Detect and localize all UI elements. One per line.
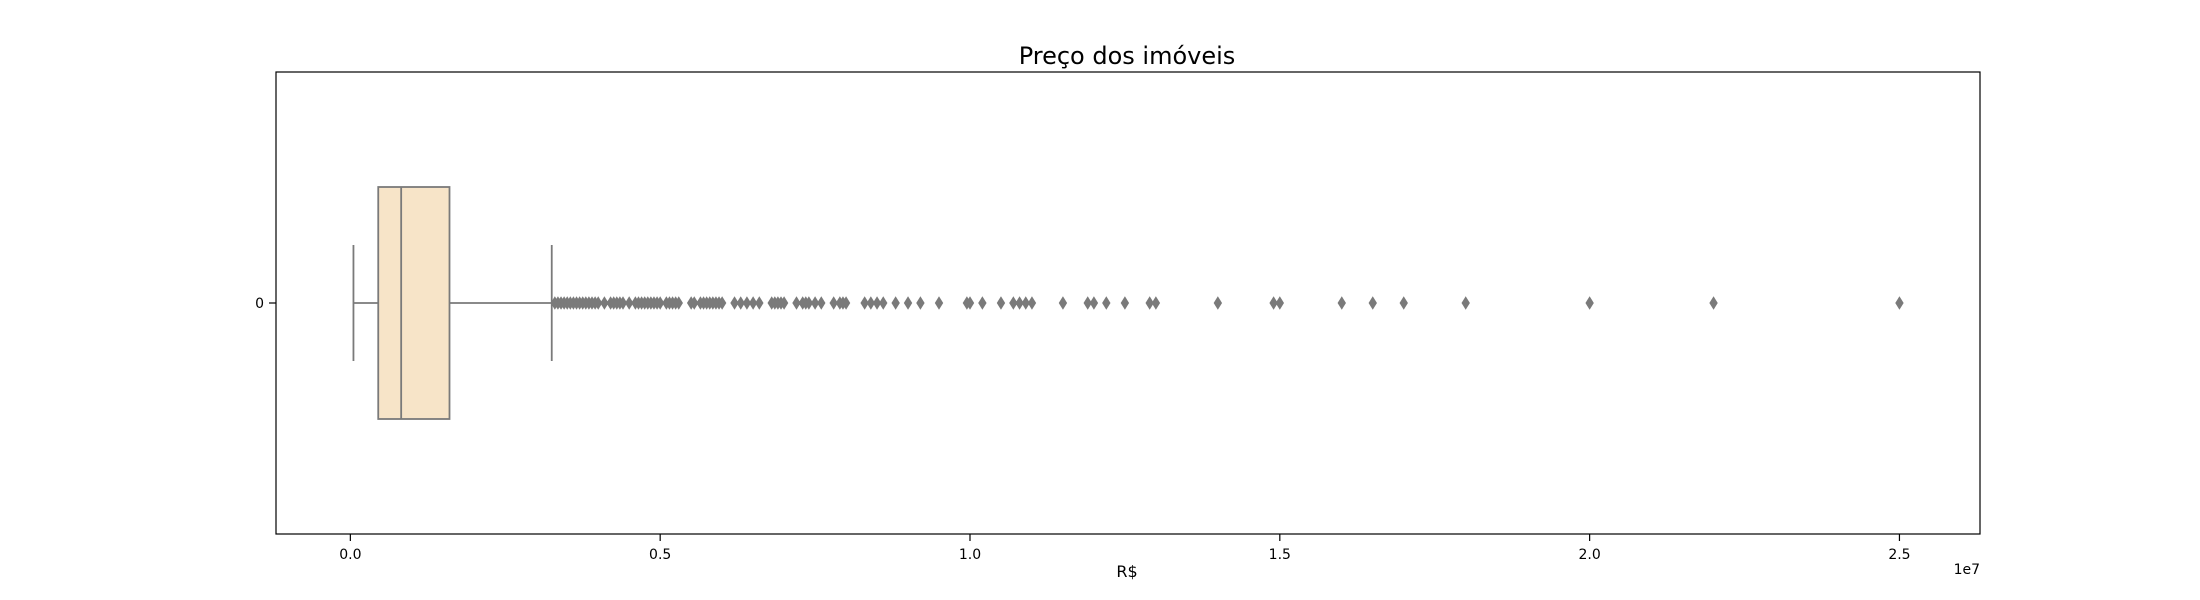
outlier-point <box>891 296 900 310</box>
x-axis-offset-label: 1e7 <box>1954 562 1980 578</box>
outlier-point <box>1269 296 1278 310</box>
outlier-point <box>690 296 699 310</box>
outlier-point <box>1368 296 1377 310</box>
outlier-point <box>600 296 609 310</box>
outlier-point <box>866 296 876 310</box>
outlier-point <box>594 296 603 310</box>
outlier-point <box>817 296 826 310</box>
outlier-point <box>965 296 975 310</box>
outlier-point <box>736 296 745 310</box>
outlier-point <box>804 296 814 310</box>
outlier-point <box>1027 296 1037 310</box>
outlier-point <box>618 296 628 310</box>
y-tick-label: 0 <box>255 296 264 312</box>
outlier-point <box>860 296 869 310</box>
outlier-point <box>1399 296 1408 310</box>
x-tick-label: 0.0 <box>339 547 361 563</box>
chart-title: Preço dos imóveis <box>1019 42 1236 70</box>
outlier-point <box>742 296 752 310</box>
x-axis-label: R$ <box>1116 562 1137 581</box>
x-tick-label: 0.5 <box>649 547 671 563</box>
box-iqr <box>377 186 451 420</box>
outlier-point <box>730 296 739 310</box>
outlier-point <box>1021 296 1030 310</box>
outlier-point <box>810 296 820 310</box>
outlier-point <box>934 296 944 310</box>
outlier-point <box>1275 296 1285 310</box>
outlier-point <box>1895 296 1904 310</box>
outlier-point <box>879 296 888 310</box>
outlier-point <box>755 296 764 310</box>
outlier-point <box>624 296 634 310</box>
outlier-point <box>1089 296 1099 310</box>
outlier-point <box>779 296 789 310</box>
outlier-point <box>1015 296 1024 310</box>
outlier-point <box>1058 296 1068 310</box>
outlier-point <box>1151 296 1161 310</box>
outlier-point <box>1120 296 1130 310</box>
outlier-point <box>996 296 1006 310</box>
outlier-point <box>717 296 727 310</box>
outlier-point <box>916 296 925 310</box>
outlier-point <box>1709 296 1718 310</box>
outlier-point <box>674 296 683 310</box>
outlier-point <box>1461 296 1470 310</box>
x-tick-label: 2.0 <box>1578 547 1600 563</box>
x-tick-label: 1.0 <box>959 547 981 563</box>
outlier-point <box>1213 296 1223 310</box>
outlier-point <box>841 296 851 310</box>
outlier-point <box>1009 296 1018 310</box>
outlier-point <box>792 296 801 310</box>
outlier-point <box>1337 296 1346 310</box>
outlier-point <box>978 296 987 310</box>
outlier-point <box>829 296 838 310</box>
outlier-point <box>1083 296 1092 310</box>
x-tick-label: 2.5 <box>1888 547 1910 563</box>
outlier-point <box>655 296 665 310</box>
outlier-point <box>903 296 913 310</box>
outlier-point <box>1145 296 1154 310</box>
outlier-point <box>1102 296 1111 310</box>
outlier-point <box>1585 296 1594 310</box>
x-tick-label: 1.5 <box>1269 547 1291 563</box>
outlier-point <box>748 296 758 310</box>
plot-area: 0.0 0.5 1.0 1.5 2.0 2.5 0 <box>255 71 1981 563</box>
outlier-point <box>872 296 882 310</box>
